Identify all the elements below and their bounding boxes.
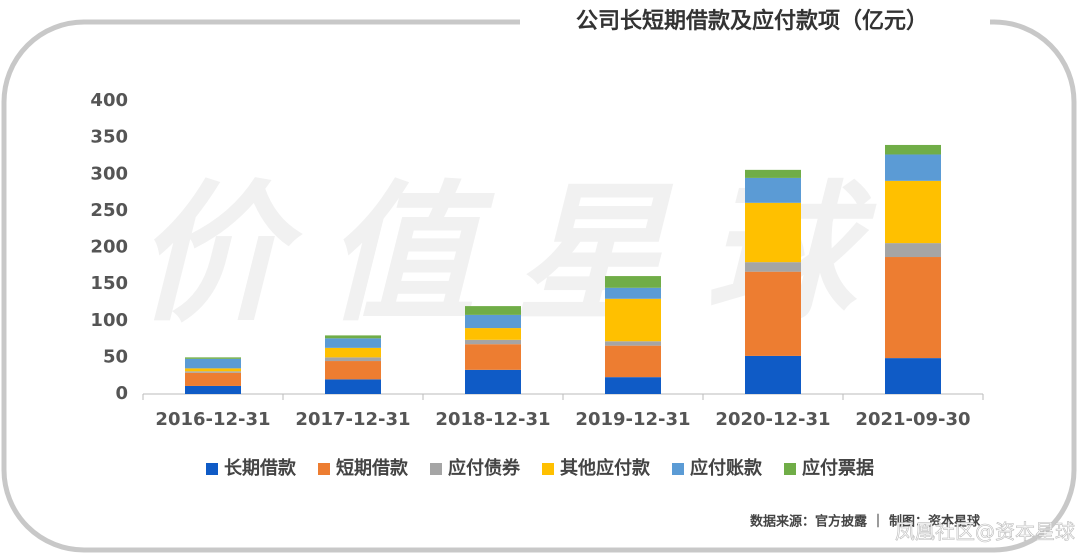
legend-label: 长期借款 bbox=[224, 458, 296, 479]
legend-swatch bbox=[784, 463, 796, 475]
x-tick-label: 2016-12-31 bbox=[155, 409, 270, 430]
bar-segment bbox=[745, 202, 801, 263]
legend-swatch bbox=[672, 463, 684, 475]
bar-segment bbox=[465, 328, 521, 340]
bar-segment bbox=[185, 358, 241, 369]
bar-segment bbox=[885, 243, 941, 258]
bar-segment bbox=[605, 345, 661, 378]
legend-label: 应付账款 bbox=[690, 458, 762, 479]
legend-swatch bbox=[318, 463, 330, 475]
bar-segment bbox=[605, 298, 661, 342]
y-tick-label: 50 bbox=[103, 346, 128, 367]
bar-segment bbox=[465, 344, 521, 370]
bar-segment bbox=[885, 180, 941, 244]
legend-item: 其他应付款 bbox=[542, 454, 650, 480]
bar-segment bbox=[185, 371, 241, 373]
x-tick-label: 2018-12-31 bbox=[435, 409, 550, 430]
x-tick-label: 2021-09-30 bbox=[855, 409, 970, 430]
legend-swatch bbox=[542, 463, 554, 475]
bar-segment bbox=[745, 262, 801, 272]
y-tick-label: 0 bbox=[115, 383, 128, 404]
y-tick-label: 300 bbox=[90, 163, 128, 184]
y-tick-label: 150 bbox=[90, 273, 128, 294]
legend-label: 其他应付款 bbox=[560, 458, 650, 479]
bar-segment bbox=[325, 357, 381, 362]
bar-segment bbox=[185, 368, 241, 372]
bar-segment bbox=[325, 338, 381, 348]
legend-label: 应付债券 bbox=[448, 458, 520, 479]
bar-segment bbox=[325, 335, 381, 339]
bar-segment bbox=[605, 377, 661, 394]
legend-swatch bbox=[430, 463, 442, 475]
bar-segment bbox=[745, 271, 801, 356]
bar-segment bbox=[885, 257, 941, 359]
legend-item: 长期借款 bbox=[206, 454, 296, 480]
legend-label: 应付票据 bbox=[802, 458, 874, 479]
bar-segment bbox=[185, 357, 241, 359]
bar-segment bbox=[325, 379, 381, 394]
y-tick-label: 400 bbox=[90, 90, 128, 111]
bar-segment bbox=[605, 276, 661, 288]
x-tick-label: 2017-12-31 bbox=[295, 409, 410, 430]
legend-item: 应付账款 bbox=[672, 454, 762, 480]
chart-title: 公司长短期借款及应付款项（亿元） bbox=[576, 8, 928, 34]
legend-swatch bbox=[206, 463, 218, 475]
bar-segment bbox=[465, 339, 521, 345]
legend-label: 短期借款 bbox=[336, 458, 408, 479]
bar-segment bbox=[745, 169, 801, 178]
bar-segment bbox=[325, 347, 381, 358]
legend-item: 应付债券 bbox=[430, 454, 520, 480]
bar-segment bbox=[885, 144, 941, 155]
legend: 长期借款 短期借款 应付债券 其他应付款 应付账款 应付票据 bbox=[0, 454, 1080, 480]
y-tick-label: 350 bbox=[90, 127, 128, 148]
bar-segment bbox=[605, 341, 661, 346]
y-tick-label: 200 bbox=[90, 237, 128, 258]
bar-segment bbox=[465, 369, 521, 394]
bar-segment bbox=[185, 385, 241, 394]
bar-segment bbox=[745, 355, 801, 394]
title-bg bbox=[520, 4, 990, 40]
bar-segment bbox=[745, 177, 801, 203]
y-tick-label: 100 bbox=[90, 310, 128, 331]
x-tick-label: 2020-12-31 bbox=[715, 409, 830, 430]
corner-watermark: 凤凰社区@资本星球 bbox=[895, 520, 1075, 544]
bar-segment bbox=[325, 361, 381, 380]
bar-segment bbox=[885, 154, 941, 181]
legend-item: 应付票据 bbox=[784, 454, 874, 480]
y-tick-label: 250 bbox=[90, 200, 128, 221]
bar-segment bbox=[605, 287, 661, 299]
bar-segment bbox=[465, 314, 521, 329]
bar-segment bbox=[465, 306, 521, 315]
bar-segment bbox=[885, 358, 941, 394]
source: 数据来源：官方披露 ｜ 制图：资本星球 bbox=[750, 514, 981, 530]
bar-segment bbox=[185, 372, 241, 386]
legend-item: 短期借款 bbox=[318, 454, 408, 480]
x-tick-label: 2019-12-31 bbox=[575, 409, 690, 430]
